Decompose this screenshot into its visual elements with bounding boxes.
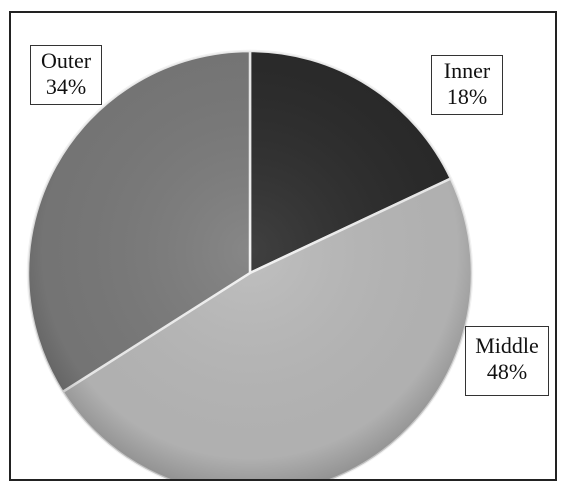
slice-label-outer-name: Outer bbox=[40, 48, 92, 73]
slice-label-middle-value: 48% bbox=[486, 359, 528, 384]
slice-label-inner: Inner 18% bbox=[431, 55, 503, 115]
pie-slices bbox=[26, 49, 474, 479]
slice-label-inner-value: 18% bbox=[446, 84, 488, 109]
slice-label-outer-value: 34% bbox=[45, 74, 87, 99]
slice-label-middle: Middle 48% bbox=[465, 326, 549, 396]
slice-label-outer: Outer 34% bbox=[30, 45, 102, 105]
chart-frame: Outer 34% Inner 18% Middle 48% bbox=[9, 11, 557, 481]
slice-label-middle-name: Middle bbox=[475, 333, 539, 358]
slice-label-inner-name: Inner bbox=[443, 58, 491, 83]
